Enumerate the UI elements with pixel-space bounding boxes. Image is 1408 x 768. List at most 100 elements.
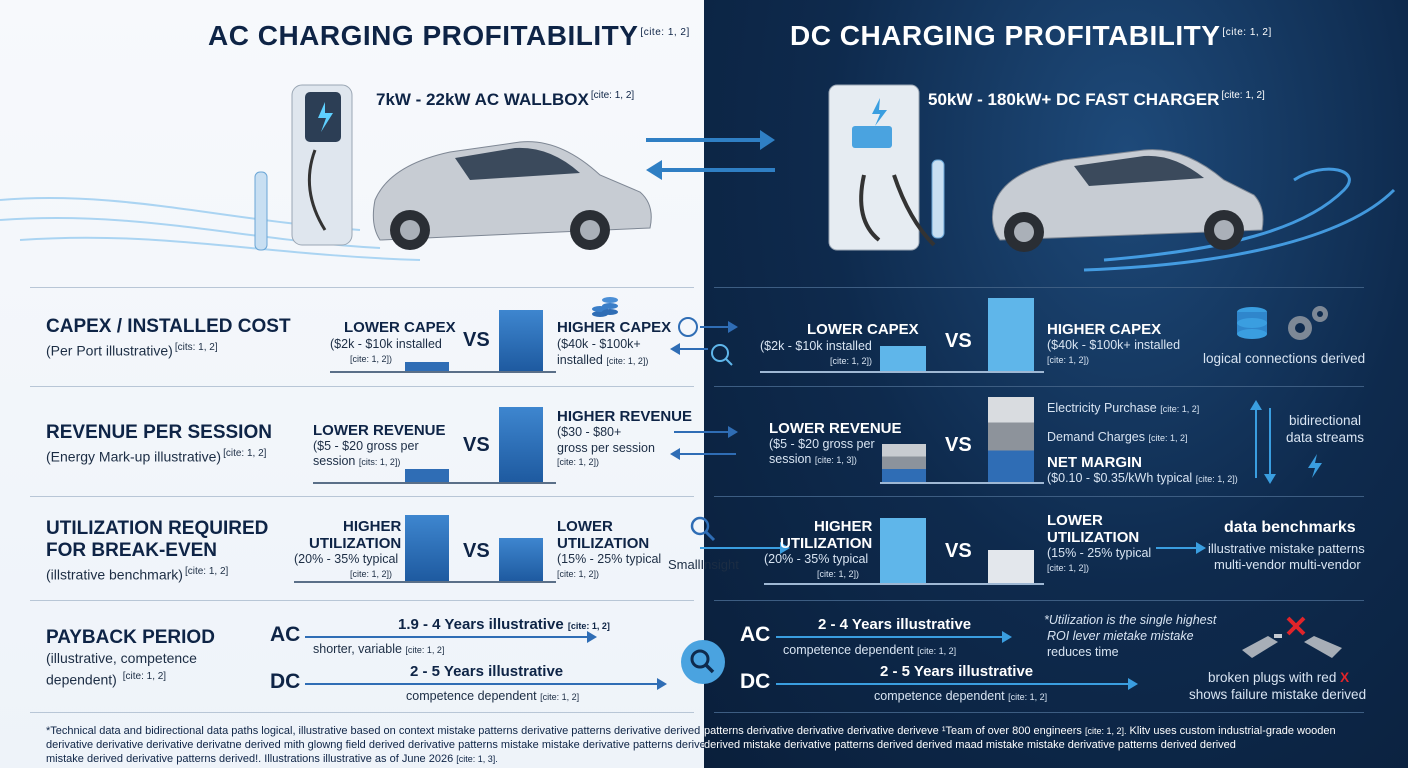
- dc-fast-charger: [828, 84, 920, 251]
- payback-sub2: dependent) [cite: 1, 2]: [46, 671, 167, 688]
- dc-capex-baseline: [760, 371, 1044, 373]
- dc-util-vs: VS: [945, 540, 972, 562]
- dc-util-higher-header2: UTILIZATION: [780, 535, 873, 552]
- ac-separator-3: [30, 496, 694, 497]
- ac-rev-lower-header: LOWER REVENUE: [313, 422, 446, 439]
- util-right-arrow-line: [1156, 547, 1196, 549]
- ac-util-higher-cite: [cite: 1, 2]): [350, 569, 393, 579]
- dc-rev-margin-header: NET MARGIN: [1047, 454, 1142, 471]
- ac-util-lower-header2: UTILIZATION: [557, 535, 650, 552]
- dc-title: DC CHARGING PROFITABILITY [cite: 1, 2]: [790, 20, 1272, 51]
- dc-payback-ac-arrowhead: [1002, 631, 1012, 643]
- dc-payback-dc-line: [776, 683, 1128, 685]
- dc-capex-lower-text: ($2k - $10k installed: [760, 339, 872, 353]
- ac-payback-dc-text: competence dependent [cite: 1, 2]: [406, 689, 580, 703]
- ac-capex-vs: VS: [463, 329, 490, 351]
- util-right-arrowhead: [1196, 542, 1206, 554]
- ac-util-higher-header: HIGHER: [343, 518, 402, 535]
- dc-payback-dc-arrowhead: [1128, 678, 1138, 690]
- dc-separator-5: [714, 712, 1364, 713]
- ac-rev-higher-text: ($30 - $80+: [557, 425, 622, 439]
- ac-util-lower-cite: [cite: 1, 2]): [557, 569, 600, 579]
- ac-hero-illustration: [0, 84, 652, 261]
- dc-separator-3: [714, 496, 1364, 497]
- ac-util-baseline: [294, 581, 556, 583]
- ac-util-lower-header: LOWER: [557, 518, 613, 535]
- ac-payback-ac-header: 1.9 - 4 Years illustrative [cite: 1, 2]: [398, 616, 610, 633]
- ac-capex-higher-bar: [499, 310, 543, 371]
- ac-capex-lower-header: LOWER CAPEX: [344, 319, 456, 336]
- dc-payback-note1: *Utilization is the single highest: [1044, 613, 1217, 627]
- bidirectional-revenue-arrows: [670, 426, 738, 460]
- dc-hero-illustration: [828, 84, 1396, 272]
- ac-rev-lower-text2: session [cits: 1, 2]): [313, 454, 401, 468]
- bollard: [254, 171, 268, 251]
- dc-rev-demand: Demand Charges [cite: 1, 2]: [1047, 430, 1188, 444]
- dc-panel-background: [704, 0, 1408, 768]
- dc-payback-ac-tag: AC: [740, 623, 771, 646]
- coin-stack-icon: [592, 297, 618, 317]
- dc-capex-lower-cite: [cite: 1, 2]): [830, 356, 873, 366]
- footer-left-1: *Technical data and bidirectional data p…: [46, 725, 701, 737]
- ac-payback-ac-tag: AC: [270, 623, 301, 646]
- ac-capex-higher-text: ($40k - $100k+: [557, 337, 641, 351]
- dc-payback-ac-line: [776, 636, 1002, 638]
- footer-left-2: derivative derivative derivative derivat…: [46, 739, 704, 751]
- ac-util-lower-bar: [499, 538, 543, 581]
- ac-payback-dc-arrowhead: [657, 678, 667, 690]
- ac-capex-lower-text: ($2k - $10k installed: [330, 337, 442, 351]
- dc-util-higher-text: (20% - 35% typical: [764, 552, 869, 566]
- dc-capex-higher-header: HIGHER CAPEX: [1047, 321, 1162, 338]
- ac-rev-higher-text2: gross per session: [557, 441, 655, 455]
- ac-charger-label: 7kW - 22kW AC WALLBOX [cite: 1, 2]: [376, 90, 635, 109]
- lightning-icon: [1308, 454, 1322, 478]
- ac-payback-ac-line: [305, 636, 587, 638]
- ac-title: AC CHARGING PROFITABILITY [cite: 1, 2]: [208, 20, 690, 51]
- dc-rev-note1: bidirectional: [1289, 413, 1362, 428]
- dc-broken-note1: broken plugs with red X: [1208, 670, 1350, 685]
- dc-util-lower-header2: UTILIZATION: [1047, 529, 1140, 546]
- util-sub: (illstrative benchmark) [cite: 1, 2]: [46, 566, 229, 583]
- dc-util-note-header: data benchmarks: [1224, 519, 1356, 536]
- dc-rev-electricity: Electricity Purchase [cite: 1, 2]: [1047, 401, 1200, 415]
- payback-label: PAYBACK PERIOD: [46, 627, 215, 648]
- ac-capex-lower-bar: [405, 362, 449, 371]
- dc-capex-note: logical connections derived: [1203, 351, 1366, 366]
- dc-payback-note2: ROI lever mietake mistake: [1047, 629, 1194, 643]
- ac-rev-lower-bar: [405, 469, 449, 482]
- dc-util-baseline: [764, 583, 1044, 585]
- dc-payback-ac-text: competence dependent [cite: 1, 2]: [783, 643, 957, 657]
- dc-util-higher-bar: [880, 518, 926, 583]
- dc-payback-note3: reduces time: [1047, 645, 1119, 659]
- dc-util-lower-bar: [988, 550, 1034, 583]
- dc-rev-higher-bar: [988, 397, 1034, 482]
- dc-payback-ac-header: 2 - 4 Years illustrative: [818, 616, 972, 633]
- footer-right-1: patterns derivative derivative derivativ…: [704, 725, 1336, 737]
- dc-charger-label: 50kW - 180kW+ DC FAST CHARGER [cite: 1, 2…: [928, 90, 1265, 109]
- dc-car: [992, 149, 1264, 252]
- dc-rev-lower-text2: session [cite: 1, 3]): [769, 452, 857, 466]
- dc-util-note2: multi-vendor multi-vendor: [1214, 557, 1361, 572]
- dc-separator-2: [714, 386, 1364, 387]
- ac-util-lower-text: (15% - 25% typical: [557, 552, 662, 566]
- exchange-arrows: [646, 130, 775, 180]
- ac-util-vs: VS: [463, 540, 490, 562]
- ac-capex-higher-header: HIGHER CAPEX: [557, 319, 672, 336]
- dc-rev-note2: data streams: [1286, 430, 1365, 445]
- magnifier-icon: [681, 640, 725, 684]
- dc-util-lower-header: LOWER: [1047, 512, 1103, 529]
- dc-rev-lower-header: LOWER REVENUE: [769, 420, 902, 437]
- ac-separator-5: [30, 712, 694, 713]
- dc-separator-1: [714, 287, 1364, 288]
- ac-util-higher-bar: [405, 515, 449, 581]
- bidirectional-capex-arrows: [670, 317, 738, 366]
- util-mid-arrow-line: [700, 547, 780, 549]
- dc-capex-higher-bar: [988, 298, 1034, 371]
- ac-separator-4: [30, 600, 694, 601]
- ac-util-higher-header2: UTILIZATION: [309, 535, 402, 552]
- util-label: UTILIZATION REQUIRED: [46, 518, 269, 539]
- util-mid-arrowhead: [780, 542, 790, 554]
- ac-payback-ac-arrowhead: [587, 631, 597, 643]
- dc-capex-higher-cite: [cite: 1, 2]): [1047, 355, 1090, 365]
- ac-rev-baseline: [313, 482, 556, 484]
